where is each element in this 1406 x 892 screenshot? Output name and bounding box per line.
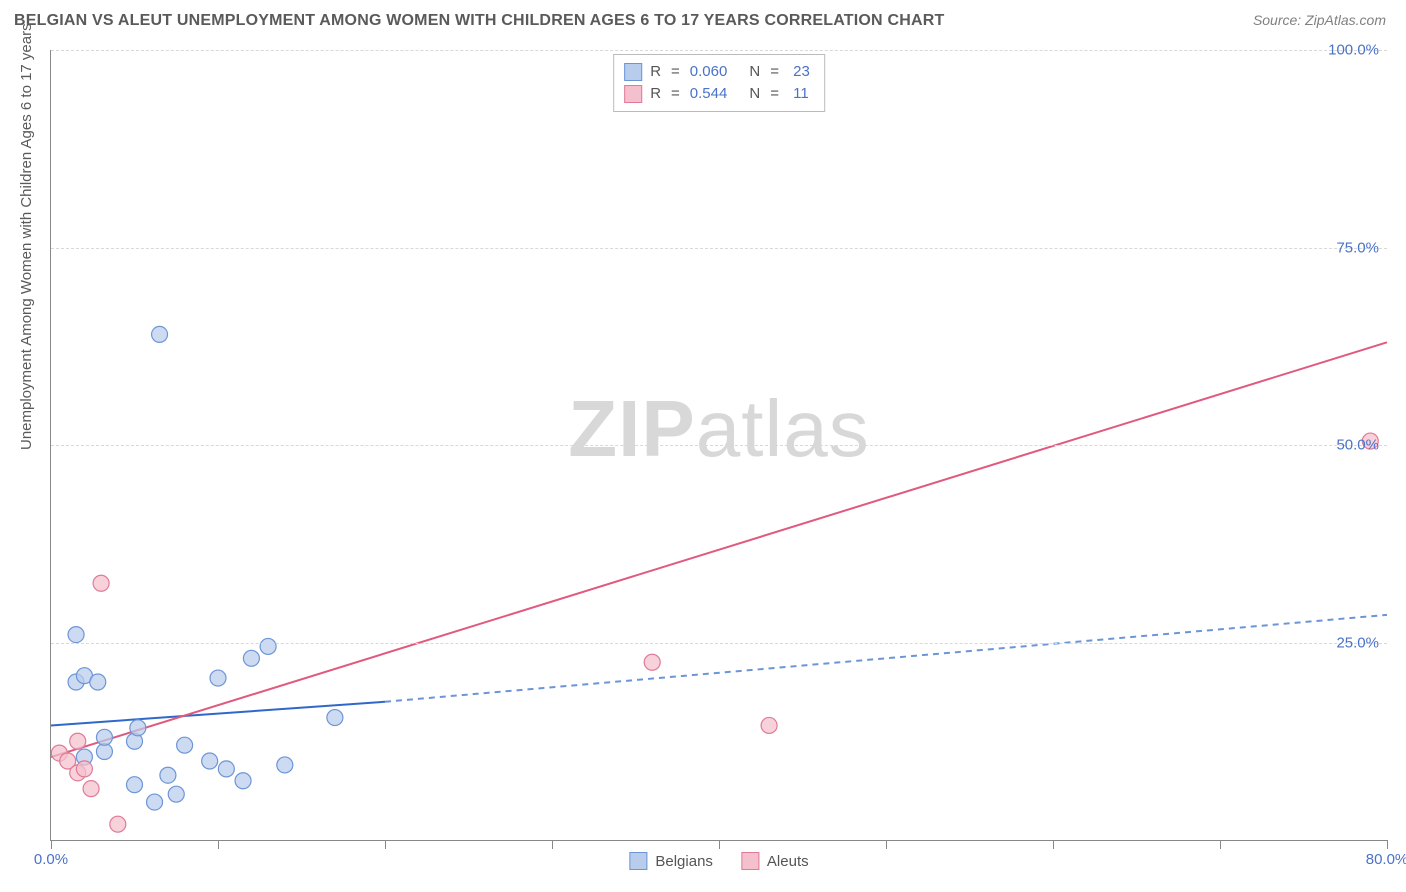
x-tick <box>51 840 52 849</box>
scatter-point <box>644 654 660 670</box>
x-tick <box>385 840 386 849</box>
legend-series-label: Aleuts <box>767 853 809 870</box>
scatter-point <box>177 737 193 753</box>
scatter-point <box>210 670 226 686</box>
scatter-point <box>168 786 184 802</box>
scatter-point <box>235 773 251 789</box>
legend-swatch <box>629 852 647 870</box>
scatter-point <box>96 744 112 760</box>
y-tick-label: 75.0% <box>1336 239 1379 256</box>
gridline-h <box>51 643 1387 644</box>
chart-title: BELGIAN VS ALEUT UNEMPLOYMENT AMONG WOME… <box>14 12 944 30</box>
scatter-point <box>90 674 106 690</box>
legend-series-label: Belgians <box>655 853 713 870</box>
x-tick-label: 80.0% <box>1366 851 1406 868</box>
legend-series: Belgians Aleuts <box>629 852 808 870</box>
scatter-point <box>127 777 143 793</box>
chart-container: BELGIAN VS ALEUT UNEMPLOYMENT AMONG WOME… <box>0 0 1406 892</box>
y-tick-label: 100.0% <box>1328 42 1379 59</box>
trend-line-dashed <box>385 615 1387 702</box>
y-axis-label: Unemployment Among Women with Children A… <box>18 23 35 450</box>
scatter-point <box>83 781 99 797</box>
scatter-point <box>68 627 84 643</box>
legend-series-item: Belgians <box>629 852 713 870</box>
gridline-h <box>51 248 1387 249</box>
scatter-point <box>110 816 126 832</box>
source-label: Source: <box>1253 12 1301 28</box>
legend-series-item: Aleuts <box>741 852 809 870</box>
x-tick <box>1053 840 1054 849</box>
x-tick <box>719 840 720 849</box>
y-tick-label: 50.0% <box>1336 437 1379 454</box>
scatter-point <box>160 767 176 783</box>
x-tick-label: 0.0% <box>34 851 68 868</box>
legend-swatch <box>741 852 759 870</box>
scatter-point <box>761 717 777 733</box>
y-tick-label: 25.0% <box>1336 634 1379 651</box>
scatter-point <box>147 794 163 810</box>
source-name: ZipAtlas.com <box>1305 12 1386 28</box>
x-tick <box>552 840 553 849</box>
x-tick <box>886 840 887 849</box>
x-tick <box>218 840 219 849</box>
scatter-point <box>76 761 92 777</box>
scatter-point <box>327 710 343 726</box>
scatter-point <box>218 761 234 777</box>
scatter-point <box>243 650 259 666</box>
scatter-point <box>202 753 218 769</box>
scatter-point <box>93 575 109 591</box>
scatter-point <box>152 326 168 342</box>
scatter-point <box>260 638 276 654</box>
scatter-point <box>96 729 112 745</box>
plot-area: ZIPatlas R=0.060N= 23R=0.544N= 11 Belgia… <box>50 50 1387 841</box>
scatter-point <box>130 720 146 736</box>
scatter-point <box>277 757 293 773</box>
gridline-h <box>51 445 1387 446</box>
trend-line-solid <box>51 342 1387 757</box>
x-tick <box>1220 840 1221 849</box>
x-tick <box>1387 840 1388 849</box>
source-credit: Source: ZipAtlas.com <box>1253 12 1386 28</box>
gridline-h <box>51 50 1387 51</box>
scatter-point <box>70 733 86 749</box>
